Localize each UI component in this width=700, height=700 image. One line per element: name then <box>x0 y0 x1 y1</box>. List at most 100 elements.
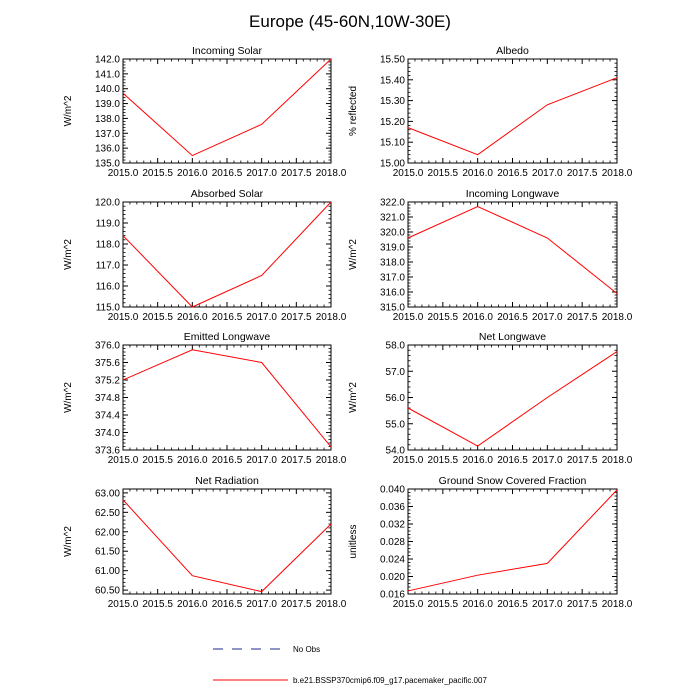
panel-albedo-ytick-label: 15.20 <box>380 117 405 128</box>
panel-albedo-series-line <box>407 77 618 156</box>
panel-incoming-solar-ytick-label: 135.0 <box>95 159 120 170</box>
panel-absorbed-solar-xtick-label: 2016.0 <box>177 312 208 323</box>
panel-incoming-solar-ytick-label: 137.0 <box>95 129 120 140</box>
panel-incoming-longwave-xtick-label: 2018.0 <box>602 312 633 323</box>
panel-net-radiation-xtick-label: 2016.5 <box>212 599 243 610</box>
panel-net-longwave-ytick-label: 54.0 <box>386 446 406 457</box>
panel-albedo-ytick-label: 15.00 <box>380 159 405 170</box>
panel-albedo-xtick-label: 2016.0 <box>462 168 493 179</box>
panel-incoming-solar-xtick-label: 2018.0 <box>316 168 347 179</box>
panel-incoming-longwave-xtick-label: 2015.5 <box>428 312 459 323</box>
panel-emitted-longwave-title: Emitted Longwave <box>184 331 271 343</box>
panel-net-radiation-xtick-label: 2018.0 <box>316 599 347 610</box>
panel-ground-snow-covered-fraction-xtick-label: 2018.0 <box>602 599 633 610</box>
panel-albedo-ytick-label: 15.50 <box>380 55 405 66</box>
panel-albedo-ytick-label: 15.10 <box>380 138 405 149</box>
panel-absorbed-solar-title: Absorbed Solar <box>191 188 264 200</box>
panel-net-radiation-ytick-label: 62.00 <box>95 527 120 538</box>
panel-incoming-solar-xtick-label: 2016.0 <box>177 168 208 179</box>
figure-title: Europe (45-60N,10W-30E) <box>249 12 451 31</box>
panel-emitted-longwave-ytick-label: 374.8 <box>95 393 120 404</box>
panel-net-longwave-ytick-label: 58.0 <box>386 341 406 352</box>
panel-ground-snow-covered-fraction: Ground Snow Covered Fraction unitless 2015… <box>348 475 633 610</box>
panel-incoming-longwave: Incoming Longwave W/m^2 2015.0 2015.5 2016.0… <box>348 188 633 323</box>
panel-absorbed-solar-ylabel: W/m^2 <box>63 239 74 270</box>
panel-incoming-solar-xtick-label: 2017.5 <box>281 168 312 179</box>
panel-net-longwave-xtick-label: 2017.0 <box>532 455 563 466</box>
panel-incoming-longwave-title: Incoming Longwave <box>466 188 560 200</box>
panel-absorbed-solar-ytick-label: 115.0 <box>96 303 121 314</box>
panel-emitted-longwave-ytick-label: 375.2 <box>95 376 120 387</box>
panel-emitted-longwave-ylabel: W/m^2 <box>63 382 74 413</box>
panel-net-radiation-series-line <box>122 499 332 593</box>
panel-absorbed-solar-xtick-label: 2018.0 <box>316 312 347 323</box>
panel-ground-snow-covered-fraction-title: Ground Snow Covered Fraction <box>439 475 587 487</box>
panel-albedo-xtick-label: 2018.0 <box>602 168 633 179</box>
panel-absorbed-solar-ytick-label: 116.0 <box>96 282 121 293</box>
panel-albedo-ytick-label: 15.30 <box>380 96 405 107</box>
panel-net-radiation-ytick-label: 61.00 <box>95 566 120 577</box>
panel-emitted-longwave-xtick-label: 2016.0 <box>177 455 208 466</box>
legend: No Obs b.e21.BSSP370cmip6.f09_g17.pacema… <box>213 645 487 685</box>
panel-ground-snow-covered-fraction-ytick-label: 0.040 <box>380 485 405 496</box>
panel-net-radiation-xtick-label: 2015.5 <box>142 599 173 610</box>
panel-net-longwave-xtick-label: 2015.5 <box>428 455 459 466</box>
panel-absorbed-solar-series-line <box>122 201 332 308</box>
panel-absorbed-solar-xtick-label: 2017.0 <box>246 312 277 323</box>
panel-ground-snow-covered-fraction-xtick-label: 2017.5 <box>567 599 598 610</box>
panel-absorbed-solar-ytick-label: 118.0 <box>96 240 121 251</box>
panel-net-longwave: Net Longwave W/m^2 2015.0 2015.5 2016.0 2016.… <box>348 331 633 466</box>
legend-model-label: b.e21.BSSP370cmip6.f09_g17.pacemaker_pac… <box>293 676 487 685</box>
panel-incoming-longwave-xtick-label: 2015.0 <box>393 312 424 323</box>
panel-incoming-solar-xtick-label: 2016.5 <box>212 168 243 179</box>
panel-incoming-solar-xtick-label: 2015.0 <box>108 168 139 179</box>
panel-ground-snow-covered-fraction-ytick-label: 0.028 <box>380 537 405 548</box>
legend-obs-label: No Obs <box>293 645 320 654</box>
panel-incoming-longwave-ytick-label: 322.0 <box>380 198 405 209</box>
panel-incoming-solar-ytick-label: 140.0 <box>95 84 120 95</box>
panel-incoming-longwave-ytick-label: 319.0 <box>380 243 405 254</box>
panel-net-longwave-frame <box>407 344 618 451</box>
panel-ground-snow-covered-fraction-ytick-label: 0.016 <box>380 590 405 601</box>
panel-incoming-longwave-series-line <box>407 205 618 294</box>
panel-absorbed-solar-ytick-label: 120.0 <box>95 198 120 209</box>
panel-net-radiation-ylabel: W/m^2 <box>63 526 74 557</box>
panel-albedo-title: Albedo <box>496 45 529 57</box>
panel-incoming-longwave-xtick-label: 2017.0 <box>532 312 563 323</box>
panel-albedo-xtick-label: 2017.5 <box>567 168 598 179</box>
panel-absorbed-solar-ytick-label: 117.0 <box>96 261 121 272</box>
panel-incoming-longwave-xtick-label: 2017.5 <box>567 312 598 323</box>
panel-emitted-longwave-xtick-label: 2015.5 <box>142 455 173 466</box>
panel-albedo-xtick-label: 2015.0 <box>393 168 424 179</box>
panel-incoming-solar-frame <box>122 58 332 164</box>
panel-net-radiation-ytick-label: 63.00 <box>95 488 120 499</box>
panel-net-longwave-xtick-label: 2016.5 <box>497 455 528 466</box>
panel-albedo-frame <box>407 58 618 164</box>
panel-net-radiation-title: Net Radiation <box>195 475 259 487</box>
panel-emitted-longwave-ytick-label: 374.4 <box>95 411 120 422</box>
panel-emitted-longwave-xtick-label: 2018.0 <box>316 455 347 466</box>
panel-net-radiation-ytick-label: 62.50 <box>95 508 120 519</box>
panel-net-longwave-xtick-label: 2017.5 <box>567 455 598 466</box>
panel-net-longwave-xtick-label: 2018.0 <box>602 455 633 466</box>
panel-albedo-xtick-label: 2017.0 <box>532 168 563 179</box>
panel-net-radiation: Net Radiation W/m^2 2015.0 2015.5 2016.0 2016… <box>63 475 347 610</box>
panel-emitted-longwave-xtick-label: 2016.5 <box>212 455 243 466</box>
panel-net-longwave-ytick-label: 55.0 <box>386 419 406 430</box>
panel-incoming-solar-ytick-label: 142.0 <box>95 55 120 66</box>
panel-ground-snow-covered-fraction-ylabel: unitless <box>348 525 359 559</box>
panel-ground-snow-covered-fraction-xtick-label: 2016.5 <box>497 599 528 610</box>
panel-net-radiation-xtick-label: 2017.5 <box>281 599 312 610</box>
panel-incoming-solar: Incoming Solar W/m^2 2015.0 2015.5 2016.0 201… <box>63 45 347 179</box>
panel-incoming-longwave-xtick-label: 2016.5 <box>497 312 528 323</box>
panel-emitted-longwave-xtick-label: 2015.0 <box>108 455 139 466</box>
panel-emitted-longwave-ytick-label: 376.0 <box>95 341 120 352</box>
panel-albedo-ylabel: % reflected <box>348 86 359 136</box>
panel-albedo-xtick-label: 2015.5 <box>428 168 459 179</box>
panel-emitted-longwave: Emitted Longwave W/m^2 2015.0 2015.5 2016.0 2… <box>63 331 347 466</box>
panel-incoming-longwave-ytick-label: 320.0 <box>380 228 405 239</box>
panel-net-longwave-xtick-label: 2016.0 <box>462 455 493 466</box>
panel-ground-snow-covered-fraction-xtick-label: 2015.5 <box>428 599 459 610</box>
panel-net-longwave-xtick-label: 2015.0 <box>393 455 424 466</box>
